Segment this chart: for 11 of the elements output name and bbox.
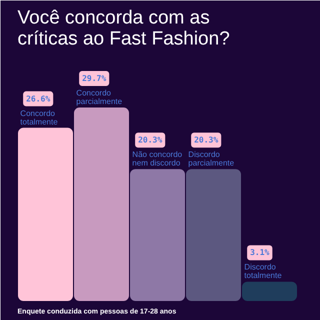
chart-title: Você concorda com as críticas ao Fast Fashion?	[18, 8, 230, 50]
data-label: 20.3%	[194, 136, 218, 145]
x-tick-label: Concordo parcialmente	[76, 88, 123, 106]
data-label: 20.3%	[138, 136, 162, 145]
x-tick-label: Discordo parcialmente	[188, 150, 235, 168]
data-label: 29.7%	[82, 74, 106, 84]
x-tick-label: Concordo totalmente	[20, 108, 58, 126]
data-label: 26.6%	[26, 94, 50, 104]
data-label: 3.1%	[250, 248, 270, 258]
x-tick-label: Não concordo nem discordo	[132, 150, 183, 168]
x-tick-label: Discordo totalmente	[244, 262, 282, 280]
